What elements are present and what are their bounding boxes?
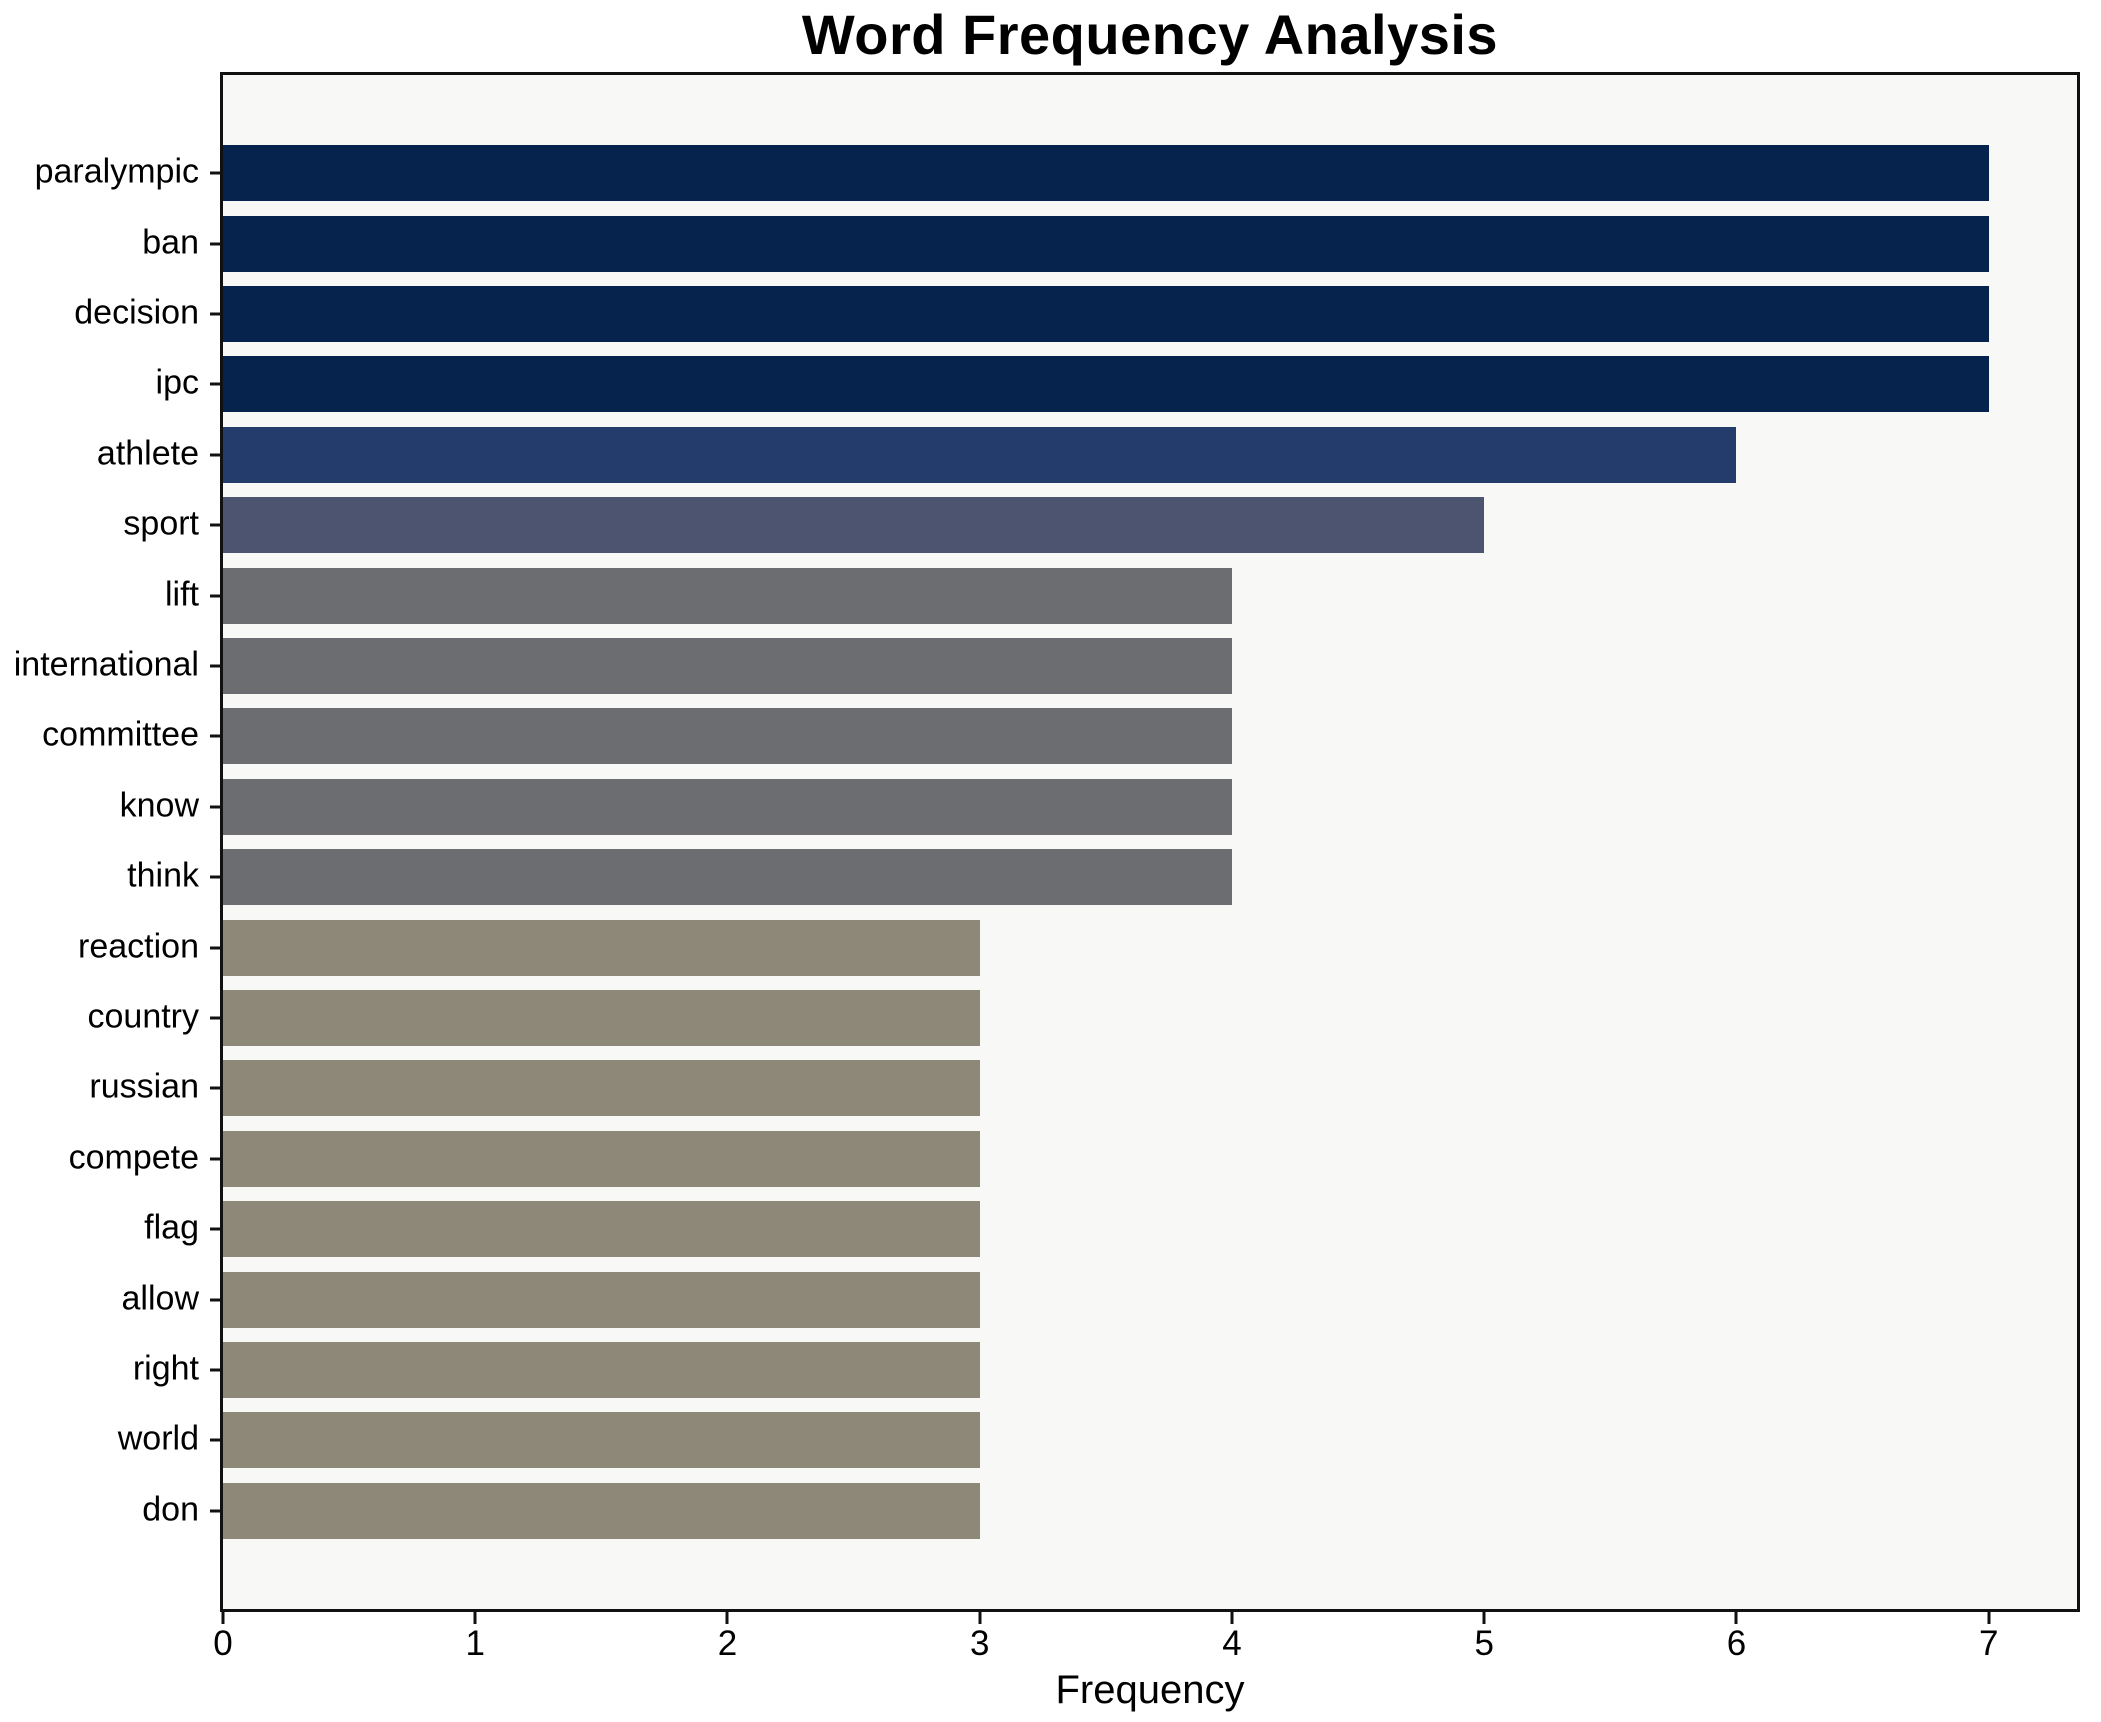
- y-tick-mark: [210, 1509, 220, 1513]
- y-tick-mark: [210, 1298, 220, 1302]
- bar-flag: [223, 1201, 980, 1257]
- bar-paralympic: [223, 145, 1989, 201]
- y-tick-label-russian: russian: [89, 1068, 199, 1107]
- bar-world: [223, 1412, 980, 1468]
- y-tick-mark: [210, 805, 220, 809]
- bar-compete: [223, 1131, 980, 1187]
- bar-know: [223, 779, 1232, 835]
- y-tick-mark: [210, 875, 220, 879]
- y-tick-mark: [210, 664, 220, 668]
- x-tick-mark: [1482, 1612, 1486, 1624]
- x-tick-label-6: 6: [1726, 1624, 1747, 1663]
- y-tick-label-sport: sport: [123, 504, 199, 543]
- y-tick-mark: [210, 1368, 220, 1372]
- y-tick-label-think: think: [127, 856, 199, 895]
- x-tick-label-0: 0: [213, 1624, 233, 1663]
- bar-don: [223, 1483, 980, 1539]
- bar-russian: [223, 1060, 980, 1116]
- x-tick-label-1: 1: [465, 1624, 485, 1663]
- y-tick-label-know: know: [119, 786, 199, 825]
- x-tick-label-5: 5: [1474, 1624, 1494, 1663]
- bar-international: [223, 638, 1232, 694]
- chart-title: Word Frequency Analysis: [801, 3, 1499, 66]
- bar-allow: [223, 1272, 980, 1328]
- y-tick-mark: [210, 734, 220, 738]
- y-tick-label-compete: compete: [68, 1138, 199, 1177]
- bar-think: [223, 849, 1232, 905]
- y-tick-label-ban: ban: [142, 223, 199, 262]
- x-tick-mark: [473, 1612, 477, 1624]
- x-tick-mark: [1734, 1612, 1738, 1624]
- x-tick-label-2: 2: [717, 1624, 738, 1663]
- x-tick-mark: [221, 1612, 225, 1624]
- y-tick-mark: [210, 312, 220, 316]
- y-tick-mark: [210, 1438, 220, 1442]
- y-tick-label-decision: decision: [74, 293, 199, 332]
- y-tick-mark: [210, 1227, 220, 1231]
- y-tick-mark: [210, 242, 220, 246]
- x-tick-label-3: 3: [970, 1624, 990, 1663]
- bar-athlete: [223, 427, 1736, 483]
- bar-sport: [223, 497, 1484, 553]
- y-tick-mark: [210, 594, 220, 598]
- y-tick-mark: [210, 523, 220, 527]
- y-tick-label-committee: committee: [42, 716, 199, 755]
- x-tick-label-7: 7: [1978, 1624, 1999, 1663]
- y-tick-label-international: international: [13, 645, 199, 684]
- x-tick-mark: [1987, 1612, 1991, 1624]
- x-tick-mark: [1230, 1612, 1234, 1624]
- y-tick-label-paralympic: paralympic: [34, 152, 199, 191]
- x-tick-mark: [978, 1612, 982, 1624]
- bar-lift: [223, 568, 1232, 624]
- bar-right: [223, 1342, 980, 1398]
- y-tick-label-ipc: ipc: [155, 364, 199, 403]
- bar-ban: [223, 216, 1989, 272]
- bar-country: [223, 990, 980, 1046]
- bar-reaction: [223, 920, 980, 976]
- plot-area: [220, 72, 2080, 1612]
- y-tick-label-don: don: [142, 1490, 199, 1529]
- y-tick-mark: [210, 1086, 220, 1090]
- y-tick-mark: [210, 171, 220, 175]
- y-tick-label-reaction: reaction: [78, 927, 199, 966]
- bar-committee: [223, 708, 1232, 764]
- x-tick-mark: [725, 1612, 729, 1624]
- y-tick-mark: [210, 946, 220, 950]
- y-tick-label-flag: flag: [144, 1208, 199, 1247]
- bar-ipc: [223, 356, 1989, 412]
- x-tick-label-4: 4: [1222, 1624, 1242, 1663]
- bar-decision: [223, 286, 1989, 342]
- y-tick-label-right: right: [132, 1349, 199, 1388]
- y-tick-label-allow: allow: [121, 1279, 199, 1318]
- y-tick-label-country: country: [87, 997, 200, 1036]
- y-tick-label-lift: lift: [165, 575, 199, 614]
- y-tick-label-world: world: [117, 1420, 199, 1459]
- y-tick-label-athlete: athlete: [96, 434, 199, 473]
- y-tick-mark: [210, 382, 220, 386]
- y-tick-mark: [210, 453, 220, 457]
- y-tick-mark: [210, 1016, 220, 1020]
- y-tick-mark: [210, 1157, 220, 1161]
- x-axis-label: Frequency: [1055, 1668, 1245, 1712]
